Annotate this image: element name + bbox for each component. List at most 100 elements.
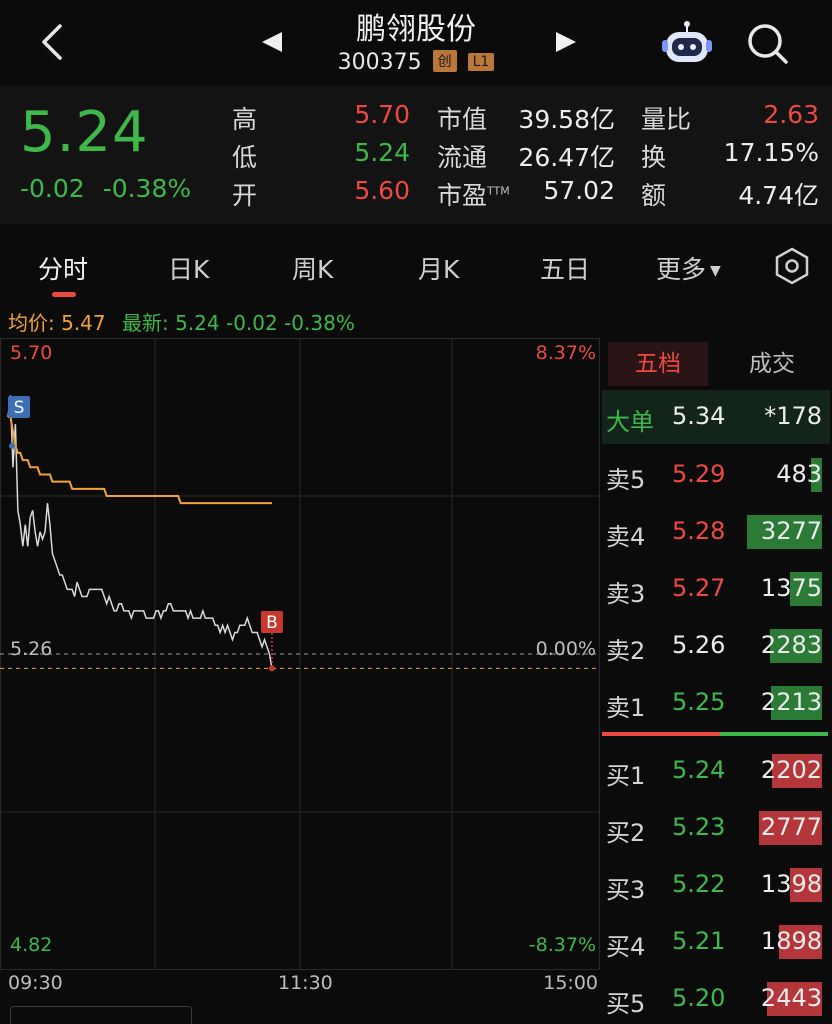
bid-level-price: 5.23 [672,813,726,841]
cutoff-dropdown[interactable] [10,1006,192,1024]
tab-more[interactable]: 更多 ▼ [656,255,721,284]
ask-level-label: 卖2 [606,637,646,665]
ask-level-row[interactable]: 卖3 5.27 1375 [600,566,832,610]
ask-level-volume: 1375 [760,574,822,602]
tab-five-levels[interactable]: 五档 [608,342,708,386]
chart-tabs: 分时 日K 周K 月K 五日 更多 ▼ [0,232,832,298]
bid-volume-bar [767,982,822,1016]
bid-volume-bar [779,925,822,959]
ask-volume-bar [790,572,822,606]
x-tick-close: 15:00 [543,972,598,994]
ask-level-row[interactable]: 卖5 5.29 483 [600,452,832,496]
level-tag: L1 [467,53,495,71]
y-top-price: 5.70 [10,342,53,364]
ask-level-price: 5.27 [672,574,726,602]
tab-five-day[interactable]: 五日 [540,255,591,284]
next-triangle-icon[interactable] [548,24,584,60]
ask-level-volume: 3277 [760,517,822,545]
ask-level-volume: 483 [776,460,822,488]
bid-level-row[interactable]: 买5 5.20 2443 [600,976,832,1020]
change-amount: -0.02 [20,174,85,203]
stock-code-row: 300375 创 L1 [250,50,582,75]
ask-volume-bar [811,458,822,492]
tab-trades[interactable]: 成交 [749,351,795,377]
ask-level-price: 5.26 [672,631,726,659]
bid-level-row[interactable]: 买3 5.22 1398 [600,862,832,906]
settings-hexagon-icon[interactable] [772,246,812,286]
order-book: 五档 成交 大单 5.34 *178 卖5 5.29 483 卖4 5.28 3277 卖3… [600,338,832,1024]
stock-name: 鹏翎股份 [356,12,476,47]
back-arrow-icon[interactable] [30,18,78,66]
sell-marker: S [8,396,30,449]
buy-marker: B [260,611,283,672]
intraday-chart-svg: SB [0,338,600,970]
price-change: -0.02 -0.38% [20,174,209,203]
y-mid-price: 5.26 [10,638,53,660]
ask-level-label: 卖3 [606,580,646,608]
y-bottom-pct: -8.37% [528,934,596,956]
bid-level-row[interactable]: 买1 5.24 2202 [600,748,832,792]
stock-code: 300375 [337,50,422,75]
bid-level-price: 5.24 [672,756,726,784]
y-top-pct: 8.37% [535,342,596,364]
ask-level-row[interactable]: 卖4 5.28 3277 [600,509,832,553]
bid-level-volume: 1398 [760,870,822,898]
tab-daily-k[interactable]: 日K [168,255,210,284]
bid-volume-bar [759,811,822,845]
bid-level-price: 5.21 [672,927,726,955]
stat-float-cap: 流通 26.47亿 [437,143,615,172]
dropdown-triangle-icon: ▼ [710,263,721,279]
ask-volume-bar [771,686,822,720]
bid-level-volume: 2202 [760,756,822,784]
bid-level-label: 买4 [606,933,646,961]
tab-weekly-k[interactable]: 周K [292,255,334,284]
stat-open: 开 5.60 [232,176,410,210]
price-line [7,395,273,669]
ask-bid-separator-red [602,732,720,736]
stat-high: 高 5.70 [232,100,410,134]
ask-level-label: 卖5 [606,466,646,494]
bid-volume-bar [772,754,822,788]
avg-price-line [8,416,272,505]
bid-volume-bar [790,868,822,902]
x-tick-noon: 11:30 [278,972,333,994]
bid-level-row[interactable]: 买4 5.21 1898 [600,919,832,963]
chart-info-line: 均价: 5.47 最新: 5.24 -0.02 -0.38% [8,307,355,336]
latest-price-label: 最新: 5.24 -0.02 -0.38% [122,311,355,335]
ask-level-price: 5.25 [672,688,726,716]
svg-text:S: S [14,398,25,418]
ask-level-label: 卖4 [606,523,646,551]
bid-level-price: 5.20 [672,984,726,1012]
bid-level-label: 买5 [606,990,646,1018]
ask-bid-separator-green [720,732,828,736]
ask-level-row[interactable]: 卖1 5.25 2213 [600,680,832,724]
avg-price-label: 均价: 5.47 [8,311,106,335]
stock-title-block: 鹏翎股份 300375 创 L1 [250,0,582,86]
y-mid-pct: 0.00% [535,638,596,660]
tab-monthly-k[interactable]: 月K [418,255,460,284]
ask-level-row[interactable]: 卖2 5.26 2283 [600,623,832,667]
bid-level-row[interactable]: 买2 5.23 2777 [600,805,832,849]
svg-text:B: B [266,613,278,633]
bid-level-label: 买1 [606,762,646,790]
chinext-tag: 创 [432,50,457,72]
big-order-volume: *178 [764,402,822,430]
bottom-cutoff-panel [0,1000,600,1024]
tab-intraday[interactable]: 分时 [38,255,89,284]
quote-panel: 5.24 -0.02 -0.38% 高 5.70 低 5.24 开 5.60 市值… [0,86,832,224]
stat-turnover: 换 17.15% [641,138,819,172]
top-bar: 鹏翎股份 300375 创 L1 [0,0,832,86]
y-bottom-price: 4.82 [10,934,53,956]
ask-level-volume: 2213 [760,688,822,716]
order-book-tabs: 五档 成交 [604,342,828,386]
bid-level-price: 5.22 [672,870,726,898]
robot-assistant-icon[interactable] [660,18,714,68]
search-icon[interactable] [744,20,792,68]
prev-triangle-icon[interactable] [254,24,290,60]
big-order-row: 大单 5.34 *178 [602,390,830,444]
bid-level-volume: 1898 [760,927,822,955]
stat-pe: 市盈TTM 57.02 [437,176,615,210]
ask-level-price: 5.28 [672,517,726,545]
stat-market-cap: 市值 39.58亿 [437,105,615,134]
